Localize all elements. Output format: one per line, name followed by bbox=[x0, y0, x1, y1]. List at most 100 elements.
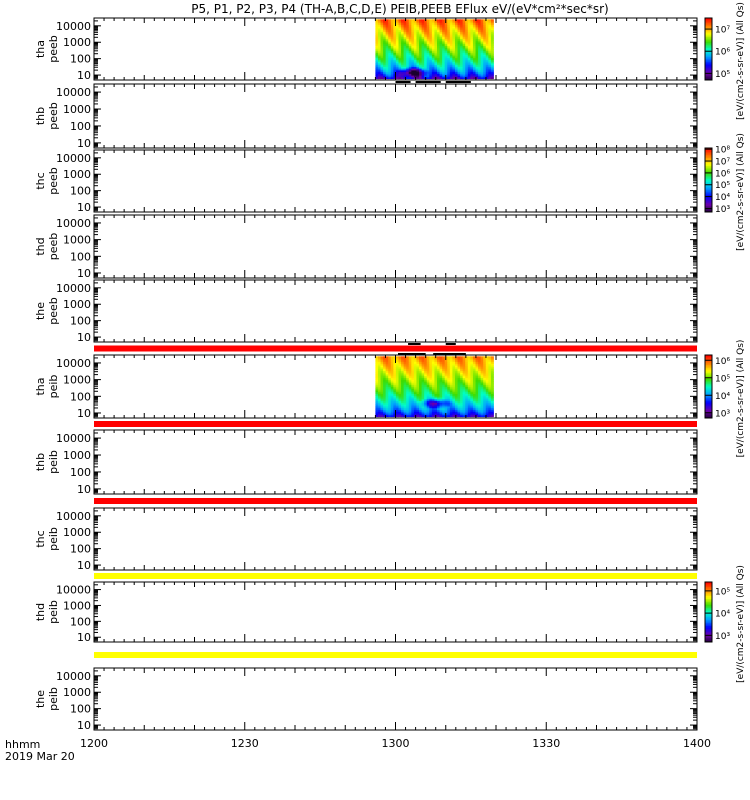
heatmap-cell bbox=[406, 28, 410, 31]
heatmap-cell bbox=[442, 414, 446, 418]
heatmap-cell bbox=[483, 43, 487, 46]
heatmap-cell bbox=[385, 59, 389, 62]
heatmap-cell bbox=[475, 49, 479, 52]
heatmap-cell bbox=[385, 366, 389, 370]
heatmap-cell bbox=[475, 38, 479, 41]
heatmap-cell bbox=[416, 26, 420, 29]
heatmap-cell bbox=[390, 386, 394, 389]
heatmap-cell bbox=[385, 379, 389, 382]
spectrogram-tha-peib bbox=[375, 356, 494, 418]
heatmap-cell bbox=[462, 363, 466, 366]
heatmap-cell bbox=[465, 379, 469, 382]
heatmap-cell bbox=[383, 372, 387, 375]
heatmap-cell bbox=[419, 68, 423, 71]
heatmap-cell bbox=[488, 404, 492, 407]
heatmap-cell bbox=[488, 411, 492, 414]
heatmap-cell bbox=[483, 407, 487, 410]
heatmap-cell bbox=[465, 62, 469, 66]
heatmap-cell bbox=[377, 365, 381, 368]
heatmap-cell bbox=[390, 24, 394, 27]
heatmap-cell bbox=[401, 45, 405, 48]
heatmap-cell bbox=[375, 71, 379, 74]
heatmap-cell bbox=[447, 363, 451, 366]
heatmap-cell bbox=[380, 372, 384, 375]
heatmap-cell bbox=[390, 33, 394, 36]
heatmap-cell bbox=[439, 359, 443, 363]
heatmap-cell bbox=[480, 52, 484, 55]
heatmap-cell bbox=[416, 66, 420, 69]
heatmap-cell bbox=[460, 375, 464, 379]
heatmap-cell bbox=[434, 386, 438, 389]
heatmap-cell bbox=[465, 52, 469, 55]
heatmap-cell bbox=[449, 365, 453, 368]
heatmap-cell bbox=[411, 363, 415, 366]
heatmap-cell bbox=[401, 55, 405, 59]
heatmap-cell bbox=[467, 407, 471, 410]
heatmap-cell bbox=[424, 57, 428, 60]
heatmap-cell bbox=[408, 413, 412, 416]
heatmap-cell bbox=[406, 31, 410, 34]
heatmap-cell bbox=[449, 71, 453, 74]
heatmap-cell bbox=[454, 40, 458, 43]
heatmap-cell bbox=[411, 66, 415, 69]
heatmap-cell bbox=[447, 382, 451, 386]
heatmap-cell bbox=[444, 36, 448, 39]
heatmap-cell bbox=[419, 370, 423, 373]
heatmap-cell bbox=[375, 374, 379, 377]
heatmap-cell bbox=[390, 409, 394, 412]
heatmap-cell bbox=[457, 359, 461, 363]
heatmap-cell bbox=[403, 381, 407, 384]
heatmap-cell bbox=[401, 382, 405, 386]
heatmap-cell bbox=[442, 358, 446, 361]
heatmap-cell bbox=[388, 19, 392, 22]
heatmap-cell bbox=[465, 76, 469, 80]
heatmap-cell bbox=[408, 411, 412, 414]
heatmap-cell bbox=[467, 28, 471, 31]
heatmap-cell bbox=[439, 404, 443, 407]
heatmap-cell bbox=[454, 359, 458, 363]
heatmap-cell bbox=[421, 358, 425, 361]
heatmap-cell bbox=[467, 21, 471, 24]
heatmap-cell bbox=[462, 393, 466, 396]
heatmap-cell bbox=[485, 73, 489, 76]
heatmap-cell bbox=[393, 49, 397, 52]
heatmap-cell bbox=[454, 38, 458, 41]
heatmap-cell bbox=[462, 374, 466, 377]
heatmap-cell bbox=[375, 62, 379, 66]
heatmap-cell bbox=[398, 377, 402, 380]
heatmap-cell bbox=[454, 50, 458, 53]
heatmap-cell bbox=[439, 59, 443, 62]
heatmap-cell bbox=[434, 390, 438, 393]
heatmap-cell bbox=[398, 49, 402, 52]
heatmap-cell bbox=[413, 21, 417, 24]
heatmap-cell bbox=[424, 391, 428, 395]
heatmap-cell bbox=[480, 21, 484, 24]
heatmap-cell bbox=[416, 366, 420, 370]
heatmap-cell bbox=[429, 57, 433, 60]
heatmap-cell bbox=[478, 414, 482, 418]
heatmap-cell bbox=[457, 372, 461, 375]
heatmap-cell bbox=[437, 397, 440, 400]
heatmap-cell bbox=[462, 379, 466, 382]
heatmap-cell bbox=[393, 370, 397, 373]
heatmap-cell bbox=[403, 393, 407, 396]
heatmap-cell bbox=[398, 384, 402, 387]
heatmap-cell bbox=[449, 411, 453, 414]
heatmap-cell bbox=[442, 59, 446, 62]
heatmap-cell bbox=[380, 365, 384, 368]
heatmap-cell bbox=[454, 379, 458, 382]
heatmap-cell bbox=[393, 363, 397, 366]
heatmap-cell bbox=[475, 42, 479, 45]
heatmap-cell bbox=[454, 406, 458, 409]
heatmap-cell bbox=[408, 374, 412, 377]
heatmap-cell bbox=[478, 73, 482, 76]
heatmap-cell bbox=[424, 69, 428, 73]
heatmap-cell bbox=[377, 50, 381, 53]
heatmap-cell bbox=[434, 43, 438, 46]
heatmap-cell bbox=[424, 28, 428, 31]
heatmap-cell bbox=[395, 402, 399, 405]
heatmap-cell bbox=[388, 40, 392, 43]
